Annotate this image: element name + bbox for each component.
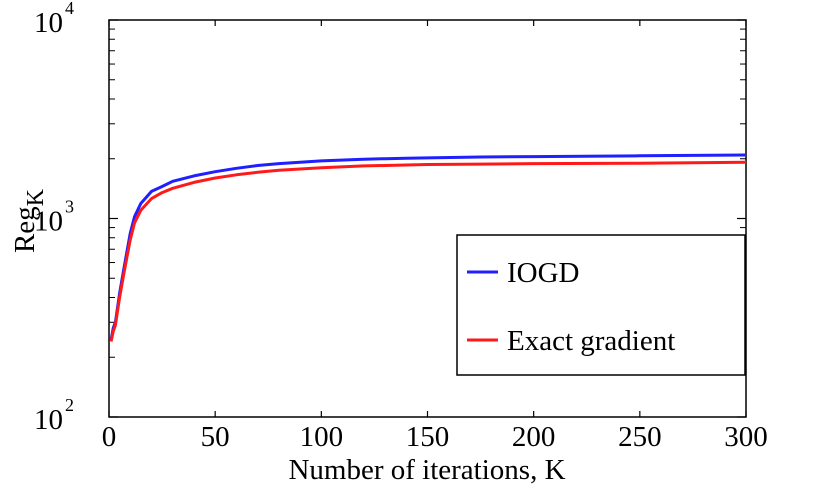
legend-label-iogd: IOGD [507, 257, 580, 289]
x-tick-label: 0 [102, 421, 117, 453]
y-tick-exponent: 3 [65, 197, 74, 217]
legend-box [456, 234, 746, 376]
x-axis-title: Number of iterations, K [288, 454, 565, 486]
x-tick-label: 300 [724, 421, 768, 453]
y-axis-title: RegK [9, 188, 49, 253]
y-tick-exponent: 4 [65, 0, 74, 18]
y-tick-label: 10 [34, 206, 63, 238]
series-lines [109, 153, 747, 342]
legend: IOGD Exact gradient [456, 234, 746, 376]
y-tick-label: 10 [34, 404, 63, 436]
y-tick-label: 10 [34, 7, 63, 39]
y-axis-title-base: Reg [9, 206, 41, 253]
x-tick-label: 200 [512, 421, 556, 453]
legend-label-exact-gradient: Exact gradient [507, 325, 675, 357]
series-line-exact-gradient [109, 160, 747, 342]
x-tick-label: 50 [201, 421, 230, 453]
x-tick-label: 250 [618, 421, 662, 453]
x-tick-label: 100 [300, 421, 344, 453]
y-tick-exponent: 2 [65, 395, 74, 415]
x-tick-label: 150 [406, 421, 450, 453]
y-axis-title-subscript: K [23, 188, 49, 206]
